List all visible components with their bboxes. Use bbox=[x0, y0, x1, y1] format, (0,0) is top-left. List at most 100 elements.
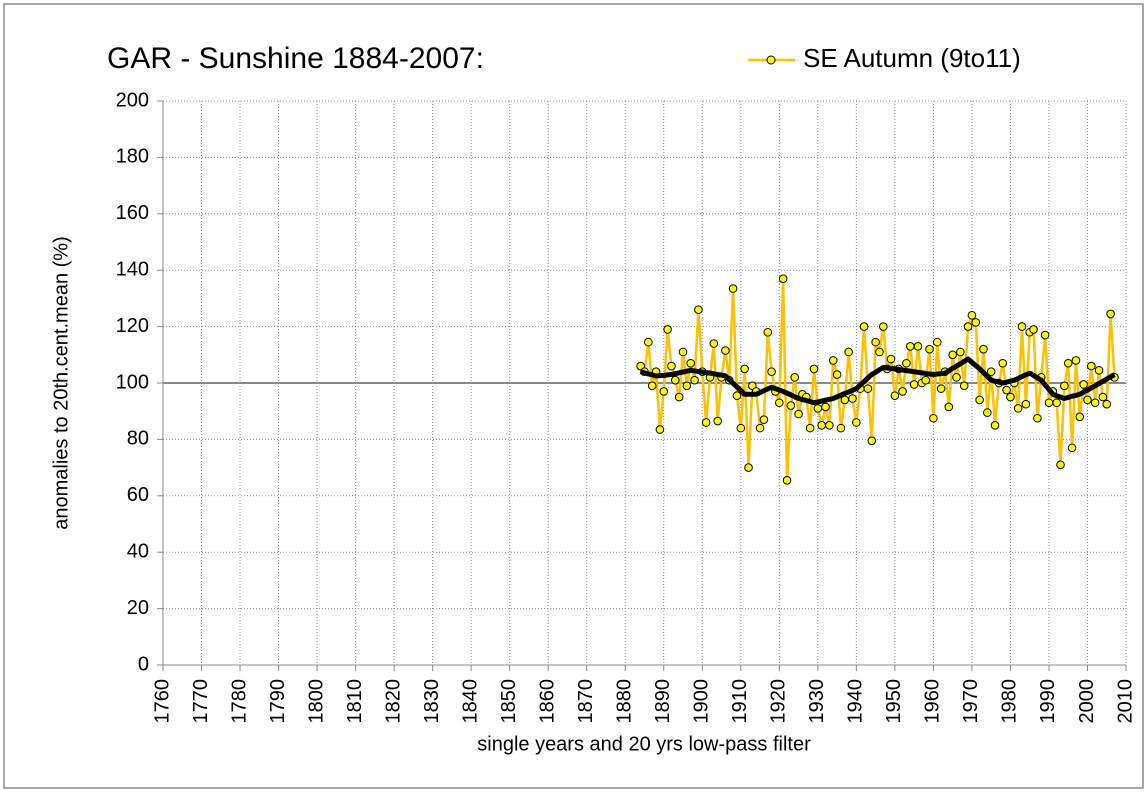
data-point bbox=[963, 322, 973, 331]
data-point bbox=[813, 404, 823, 413]
data-point bbox=[956, 347, 965, 357]
x-tick-label: 1910 bbox=[729, 679, 751, 724]
x-tick-label: 1860 bbox=[536, 679, 558, 724]
data-point bbox=[1029, 325, 1038, 334]
data-point bbox=[952, 373, 961, 382]
data-point bbox=[736, 423, 746, 433]
data-point bbox=[690, 375, 699, 385]
data-point bbox=[809, 364, 819, 374]
y-tick-label: 120 bbox=[116, 315, 149, 337]
data-point bbox=[678, 347, 688, 357]
data-point bbox=[655, 425, 665, 434]
data-point bbox=[871, 337, 880, 347]
data-point bbox=[694, 305, 703, 314]
data-point bbox=[763, 327, 773, 337]
data-point bbox=[983, 408, 992, 417]
data-point bbox=[759, 415, 769, 424]
data-point bbox=[713, 416, 722, 426]
data-point bbox=[659, 387, 669, 396]
x-tick-label: 1810 bbox=[344, 679, 366, 724]
data-point bbox=[1071, 356, 1081, 365]
x-tick-label: 1970 bbox=[960, 679, 982, 724]
x-tick-label: 1780 bbox=[228, 679, 250, 724]
data-point bbox=[921, 375, 930, 385]
x-tick-label: 1770 bbox=[190, 679, 212, 724]
y-tick-label: 60 bbox=[127, 484, 149, 506]
data-point bbox=[848, 394, 857, 403]
data-point bbox=[1098, 392, 1108, 402]
x-axis-label: single years and 20 yrs low-pass filter bbox=[477, 733, 811, 755]
data-point bbox=[859, 322, 869, 331]
data-point bbox=[1102, 399, 1112, 409]
data-point bbox=[1063, 358, 1073, 368]
data-point bbox=[1075, 412, 1085, 422]
data-point bbox=[875, 347, 884, 357]
x-tick-label: 1950 bbox=[883, 679, 905, 724]
data-point bbox=[959, 381, 969, 391]
data-point bbox=[844, 347, 853, 357]
data-point bbox=[967, 311, 977, 320]
data-point bbox=[1083, 395, 1092, 405]
data-point bbox=[1040, 330, 1050, 340]
data-point bbox=[998, 358, 1008, 368]
x-tick-label: 2010 bbox=[1114, 679, 1136, 724]
data-point bbox=[1067, 443, 1077, 453]
x-tick-label: 1850 bbox=[498, 679, 520, 724]
data-point bbox=[1033, 413, 1042, 423]
data-point bbox=[1006, 392, 1015, 402]
data-point bbox=[1056, 460, 1065, 470]
x-tick-label: 1930 bbox=[806, 679, 828, 724]
data-point bbox=[644, 337, 653, 347]
data-point bbox=[944, 402, 954, 412]
data-point bbox=[682, 381, 692, 391]
data-point bbox=[701, 418, 711, 427]
data-point bbox=[825, 421, 834, 430]
data-point bbox=[667, 361, 676, 371]
data-point bbox=[932, 337, 942, 347]
data-point bbox=[1060, 381, 1069, 391]
data-point bbox=[925, 344, 934, 354]
data-point bbox=[794, 409, 803, 419]
data-point bbox=[786, 401, 796, 410]
data-point bbox=[836, 423, 846, 433]
chart-title: GAR - Sunshine 1884-2007: bbox=[107, 42, 484, 75]
x-tick-label: 1900 bbox=[691, 679, 713, 724]
data-point bbox=[898, 387, 907, 396]
data-point bbox=[852, 418, 861, 427]
data-point bbox=[674, 392, 684, 402]
x-tick-label: 1830 bbox=[421, 679, 443, 724]
data-point bbox=[1021, 399, 1031, 409]
legend-label: SE Autumn (9to11) bbox=[803, 43, 1021, 73]
data-point bbox=[828, 356, 838, 365]
data-point bbox=[863, 384, 873, 393]
x-tick-label: 1870 bbox=[575, 679, 597, 724]
data-point bbox=[671, 375, 680, 385]
data-point bbox=[778, 274, 788, 283]
legend-marker bbox=[766, 55, 776, 65]
x-tick-label: 1920 bbox=[768, 679, 790, 724]
x-tick-label: 1940 bbox=[845, 679, 867, 724]
y-tick-label: 80 bbox=[127, 428, 149, 450]
data-point bbox=[647, 381, 657, 391]
data-point bbox=[986, 367, 996, 377]
x-tick-label: 1800 bbox=[305, 679, 327, 724]
data-point bbox=[990, 421, 1000, 430]
x-tick-label: 1980 bbox=[999, 679, 1021, 724]
y-tick-label: 160 bbox=[116, 202, 149, 224]
data-point bbox=[1090, 398, 1100, 408]
x-tick-label: 1760 bbox=[151, 679, 173, 724]
y-tick-label: 180 bbox=[116, 146, 149, 168]
data-point bbox=[902, 358, 911, 368]
data-point bbox=[1017, 322, 1027, 331]
data-point bbox=[1087, 361, 1096, 371]
data-point bbox=[879, 322, 888, 331]
y-tick-label: 200 bbox=[116, 89, 149, 111]
x-tick-label: 1890 bbox=[652, 679, 674, 724]
data-point bbox=[948, 350, 957, 360]
x-tick-label: 1840 bbox=[459, 679, 481, 724]
data-point bbox=[744, 463, 753, 472]
data-point bbox=[782, 475, 792, 485]
data-point bbox=[1079, 380, 1088, 389]
x-tick-label: 2000 bbox=[1076, 679, 1098, 724]
